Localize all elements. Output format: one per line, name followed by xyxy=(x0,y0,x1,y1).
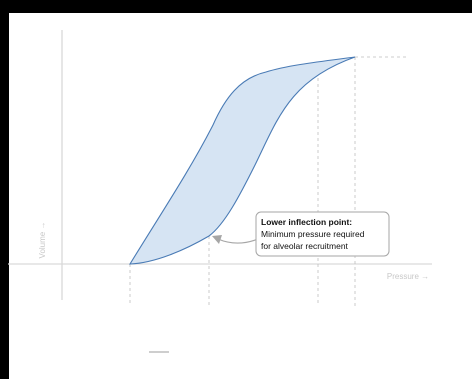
y-axis-label: Volume → xyxy=(38,222,47,259)
plot-background xyxy=(9,13,472,379)
callout-arrow xyxy=(217,238,259,244)
callout-line-2: for alveolar recruitment xyxy=(261,241,349,251)
pv-loop-area xyxy=(128,56,356,265)
callout-box xyxy=(255,211,390,257)
callout-title: Lower inflection point: xyxy=(261,217,352,227)
x-axis-label: Pressure → xyxy=(387,272,429,281)
callout-arrow-head xyxy=(212,235,222,244)
callout-line-1: Minimum pressure required xyxy=(261,229,365,239)
